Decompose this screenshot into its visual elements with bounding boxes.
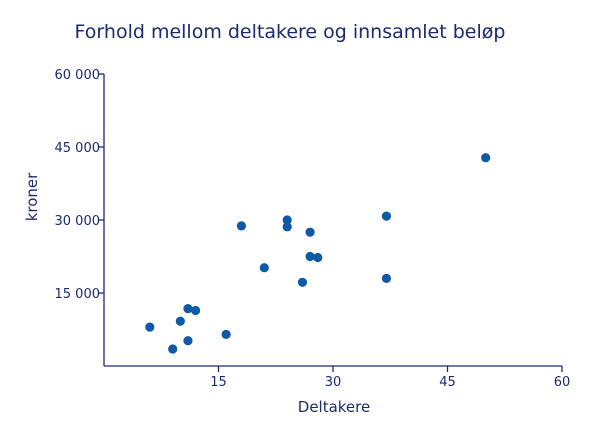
data-point [183, 336, 193, 346]
x-axis-ticks: 15 30 45 60 [210, 366, 570, 390]
data-point [191, 305, 201, 316]
data-point [282, 215, 292, 225]
data-point [305, 227, 315, 237]
y-tick-label: 15 000 [55, 287, 101, 302]
data-point [183, 303, 193, 314]
data-points [145, 153, 491, 354]
x-axis-label: Deltakere [298, 398, 370, 416]
data-point [282, 222, 292, 232]
data-point [381, 273, 392, 283]
data-point [221, 329, 231, 339]
x-tick-label: 60 [554, 375, 571, 390]
y-axis-ticks: 15 000 30 000 45 000 60 000 [55, 68, 104, 302]
y-axis-label: kroner [23, 172, 41, 221]
y-tick-label: 60 000 [55, 68, 101, 83]
data-point [381, 211, 392, 221]
y-tick-label: 30 000 [55, 214, 101, 229]
data-point [175, 316, 185, 326]
data-point [297, 277, 308, 287]
chart-title: Forhold mellom deltakere og innsamlet be… [75, 21, 506, 43]
x-tick-label: 15 [210, 375, 227, 390]
y-tick-label: 45 000 [55, 141, 101, 156]
data-point [145, 322, 155, 332]
data-point [481, 153, 491, 163]
x-tick-label: 30 [325, 375, 342, 390]
data-point [168, 344, 178, 354]
data-point [313, 252, 323, 263]
data-point [259, 263, 269, 273]
x-tick-label: 45 [439, 375, 456, 390]
data-point [305, 251, 315, 262]
data-point [236, 221, 246, 231]
